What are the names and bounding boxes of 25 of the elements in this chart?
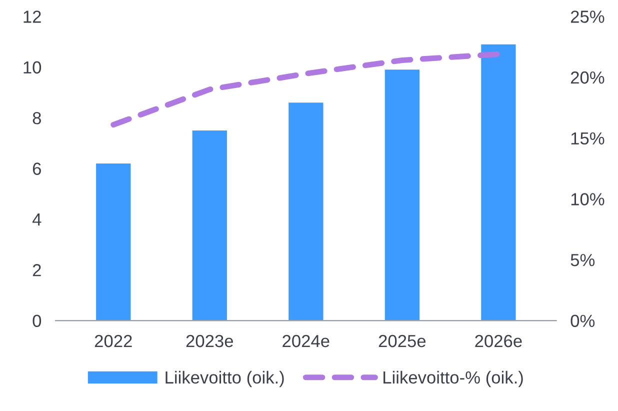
y2-tick-label: 20% — [570, 71, 604, 84]
y-tick-label: 8 — [32, 112, 41, 124]
y-tick-label: 6 — [32, 162, 41, 175]
y2-tick-label: 5% — [570, 254, 595, 266]
bar — [481, 44, 516, 321]
y-tick-label: 10 — [24, 61, 42, 74]
y2-tick-label: 0% — [570, 314, 595, 328]
y-tick-label: 4 — [32, 214, 42, 226]
y2-tick-label: 15% — [571, 132, 604, 145]
x-tick-label: 2025e — [378, 334, 426, 348]
y-tick-label: 2 — [32, 264, 41, 276]
x-tick-label: 2024e — [282, 334, 330, 348]
x-tick-label: 2023e — [186, 334, 234, 348]
y2-tick-label: 10% — [571, 193, 604, 206]
y-tick-label: 0 — [32, 314, 42, 328]
x-tick-label: 2022 — [94, 334, 132, 348]
bar — [384, 70, 420, 321]
y-tick-label: 12 — [24, 10, 41, 23]
bar — [192, 130, 227, 321]
y2-tick-label: 25% — [570, 10, 604, 23]
bar — [96, 163, 131, 321]
legend-label: Liikevoitto-% (oik.) — [384, 370, 523, 388]
x-tick-label: 2026e — [475, 334, 522, 348]
legend-label: Liikevoitto (oik.) — [166, 370, 284, 388]
bar — [288, 102, 324, 321]
